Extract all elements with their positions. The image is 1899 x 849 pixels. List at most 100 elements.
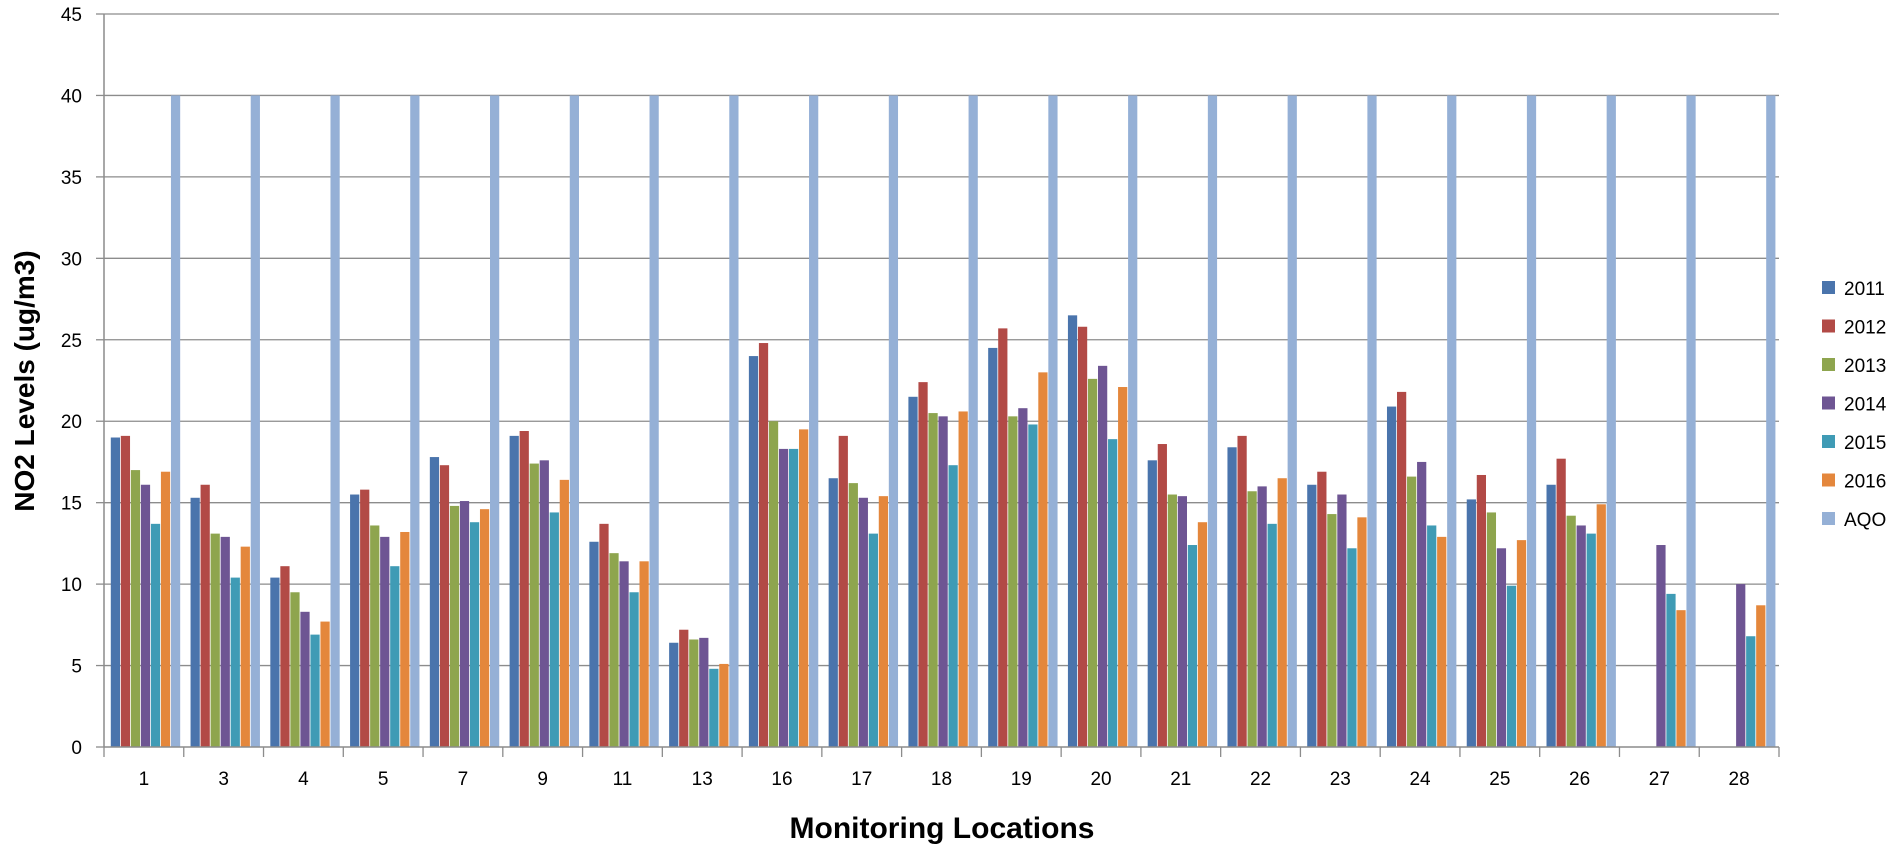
bar-aqo-location-24 — [1447, 95, 1457, 747]
y-tick-label: 15 — [61, 494, 82, 515]
bar-aqo-location-1 — [170, 95, 181, 747]
bar-2016-location-20 — [1118, 387, 1128, 747]
bar-2016-location-3 — [240, 546, 250, 747]
bar-2012-location-18 — [918, 382, 928, 747]
bar-2013-location-9 — [529, 463, 539, 747]
x-tick-label: 11 — [613, 769, 633, 790]
bar-aqo-location-7 — [490, 95, 500, 747]
bar-2012-location-7 — [439, 465, 450, 747]
y-tick-label: 40 — [61, 86, 82, 107]
bar-2012-location-9 — [519, 431, 529, 747]
x-tick-label: 4 — [298, 769, 309, 790]
bar-2016-location-21 — [1197, 522, 1208, 747]
y-tick-label: 5 — [71, 657, 82, 678]
bar-2011-location-25 — [1466, 499, 1476, 747]
bar-2013-location-25 — [1486, 512, 1497, 747]
bar-2015-location-26 — [1586, 533, 1596, 747]
bar-aqo-location-11 — [649, 95, 659, 747]
bar-2013-location-1 — [130, 470, 141, 747]
bar-2011-location-26 — [1546, 484, 1556, 747]
bar-aqo-location-22 — [1287, 95, 1297, 747]
x-tick-label: 25 — [1489, 769, 1510, 790]
bar-2014-location-27 — [1656, 545, 1666, 747]
bar-2016-location-7 — [479, 509, 490, 747]
bar-2013-location-11 — [609, 553, 619, 747]
bar-2015-location-20 — [1108, 439, 1118, 747]
x-tick-label: 19 — [1011, 769, 1032, 790]
bar-aqo-location-21 — [1207, 95, 1218, 747]
bar-2014-location-26 — [1576, 525, 1586, 747]
bar-aqo-location-18 — [968, 95, 978, 747]
bar-2014-location-13 — [699, 637, 709, 747]
bar-2014-location-9 — [539, 460, 549, 747]
bar-2015-location-18 — [948, 465, 958, 747]
bar-2016-location-28 — [1756, 605, 1766, 747]
bar-aqo-location-19 — [1048, 95, 1058, 747]
x-tick-label: 16 — [771, 769, 792, 790]
bar-2016-location-13 — [719, 663, 729, 747]
bar-2012-location-5 — [360, 489, 370, 747]
bar-2011-location-13 — [669, 642, 679, 747]
bar-2011-location-20 — [1067, 315, 1078, 747]
bar-2016-location-27 — [1676, 610, 1686, 747]
bar-2012-location-26 — [1556, 458, 1566, 747]
x-tick-label: 18 — [931, 769, 952, 790]
bar-2015-location-24 — [1427, 525, 1437, 747]
bar-2015-location-3 — [230, 577, 240, 747]
bar-2013-location-24 — [1407, 476, 1417, 747]
bar-2013-location-19 — [1008, 416, 1018, 747]
bars — [110, 95, 1776, 747]
x-tick-label: 20 — [1090, 769, 1111, 790]
bar-2014-location-3 — [220, 536, 230, 747]
bar-aqo-location-17 — [888, 95, 899, 747]
bar-2016-location-22 — [1277, 478, 1287, 747]
bar-2016-location-24 — [1437, 536, 1447, 747]
bar-2012-location-4 — [280, 566, 290, 747]
bar-2012-location-13 — [679, 629, 689, 747]
bar-2012-location-1 — [120, 435, 131, 747]
bar-2011-location-9 — [509, 435, 519, 747]
x-tick-label: 21 — [1170, 769, 1191, 790]
bar-2015-location-21 — [1187, 545, 1198, 747]
legend-label-2012: 2012 — [1844, 318, 1886, 339]
bar-2011-location-19 — [988, 347, 998, 747]
bar-2014-location-24 — [1417, 461, 1427, 747]
bar-2014-location-18 — [938, 416, 948, 747]
bar-aqo-location-16 — [809, 95, 819, 747]
bar-2013-location-3 — [210, 533, 220, 747]
bar-2013-location-22 — [1247, 491, 1257, 747]
bar-2011-location-22 — [1227, 447, 1237, 747]
bar-aqo-location-5 — [410, 95, 420, 747]
bar-2015-location-1 — [150, 523, 161, 747]
y-tick-label: 0 — [71, 738, 82, 759]
bar-aqo-location-4 — [330, 95, 340, 747]
bar-2012-location-21 — [1157, 444, 1167, 747]
x-tick-label: 9 — [537, 769, 548, 790]
bar-2014-location-19 — [1018, 408, 1028, 747]
bar-2013-location-18 — [928, 413, 938, 747]
bar-2013-location-7 — [449, 505, 460, 747]
x-tick-label: 23 — [1330, 769, 1351, 790]
bar-2012-location-20 — [1077, 326, 1088, 747]
bar-2016-location-19 — [1038, 372, 1048, 747]
bar-aqo-location-3 — [250, 95, 260, 747]
bar-2013-location-5 — [370, 525, 380, 747]
bar-aqo-location-20 — [1128, 95, 1138, 747]
bar-2016-location-18 — [958, 411, 968, 747]
bar-2013-location-13 — [689, 639, 699, 747]
bar-2012-location-22 — [1237, 435, 1247, 747]
x-tick-label: 13 — [692, 769, 713, 790]
bar-2012-location-24 — [1397, 391, 1407, 747]
bar-aqo-location-23 — [1367, 95, 1377, 747]
bar-2013-location-17 — [848, 483, 858, 747]
legend: 2011 2012 2013 2014 2015 2016 AQO — [1822, 279, 1887, 531]
legend-swatch-2015 — [1822, 435, 1835, 448]
bar-2014-location-20 — [1098, 365, 1108, 747]
bar-2011-location-21 — [1147, 460, 1157, 747]
bar-2012-location-25 — [1476, 474, 1486, 747]
bar-2014-location-25 — [1496, 548, 1507, 747]
bar-2011-location-16 — [748, 356, 759, 747]
bar-2016-location-4 — [320, 621, 330, 747]
bar-2015-location-5 — [390, 566, 400, 747]
